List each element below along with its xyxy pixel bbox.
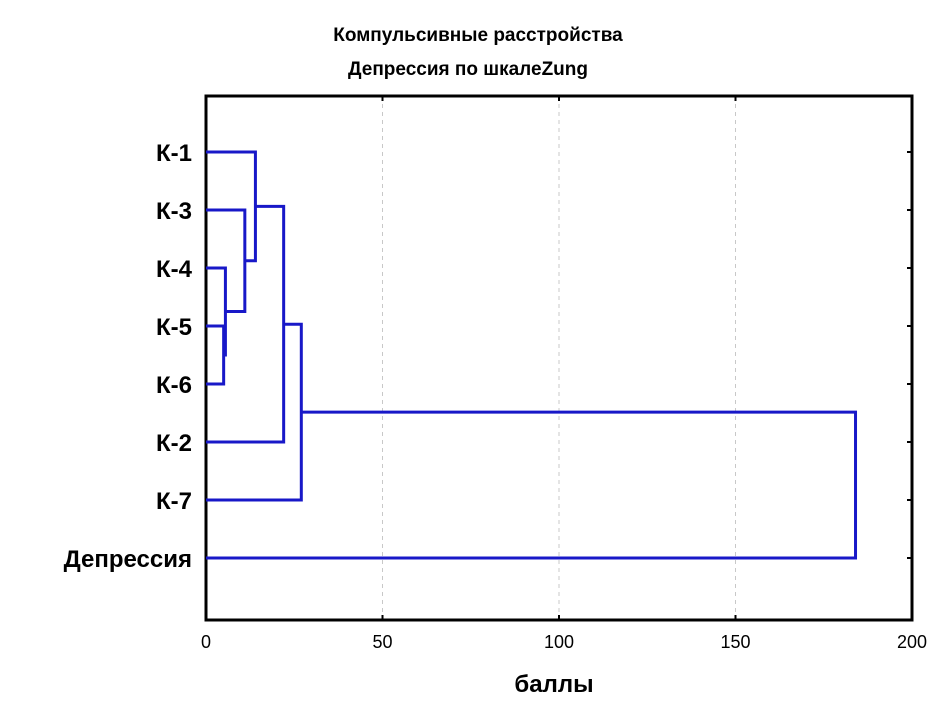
leaf-label: К-1 [156,140,192,167]
dendrogram-link [206,150,257,263]
leaf-label: К-5 [156,314,192,341]
x-tick-label: 50 [372,632,392,652]
leaf-label: К-2 [156,430,192,457]
x-tick-label: 150 [720,632,750,652]
axis-ticks [205,96,913,620]
plot-frame [204,94,914,622]
x-tick-label: 200 [897,632,927,652]
dendrogram-link [206,410,858,560]
dendrogram-links [206,150,858,560]
leaf-label: К-6 [156,372,192,399]
leaf-label: К-3 [156,198,192,225]
x-tick-labels: 0 50 100 150 200 [201,632,927,652]
x-tick-label: 0 [201,632,211,652]
dendrogram-link [206,324,226,386]
leaf-label: Депрессия [64,546,192,573]
x-axis-title: баллы [514,671,593,698]
grid-lines [382,96,736,620]
x-tick-label: 100 [544,632,574,652]
leaf-label: К-7 [156,488,192,515]
leaf-labels: К-1 К-3 К-4 К-5 К-6 К-2 К-7 Депрессия [64,140,193,573]
chart-title: Компульсивные расстройства [333,25,623,46]
chart-subtitle: Депрессия по шкалеZung [348,59,588,80]
dendrogram-link [206,322,303,502]
leaf-label: К-4 [156,256,193,283]
